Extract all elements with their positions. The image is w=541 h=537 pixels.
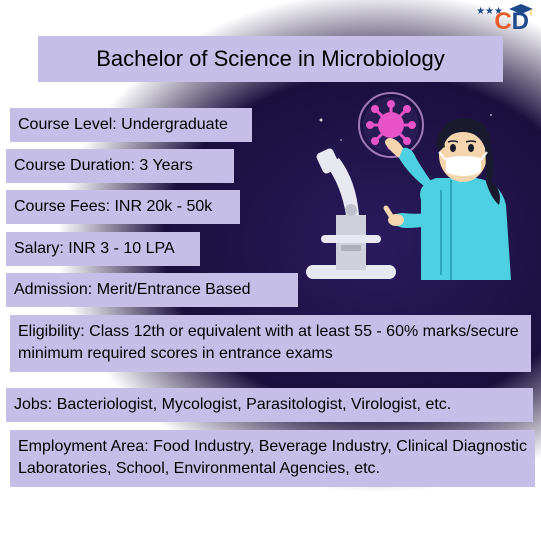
admission-box: Admission: Merit/Entrance Based — [6, 273, 298, 307]
logo-letter-c: C — [494, 8, 511, 35]
brand-logo: CD — [494, 8, 529, 36]
jobs-box: Jobs: Bacteriologist, Mycologist, Parasi… — [6, 388, 533, 422]
logo-letter-d: D — [512, 8, 529, 35]
employment-box: Employment Area: Food Industry, Beverage… — [10, 430, 535, 487]
scientist-illustration — [291, 90, 521, 300]
page-title: Bachelor of Science in Microbiology — [38, 36, 503, 82]
eligibility-box: Eligibility: Class 12th or equivalent wi… — [10, 315, 531, 372]
infographic-container: ★★★ CD Bachelor of Science in Microbiolo… — [0, 0, 541, 537]
course-fees-box: Course Fees: INR 20k - 50k — [6, 190, 240, 224]
course-level-box: Course Level: Undergraduate — [10, 108, 252, 142]
salary-box: Salary: INR 3 - 10 LPA — [6, 232, 200, 266]
course-duration-box: Course Duration: 3 Years — [6, 149, 234, 183]
